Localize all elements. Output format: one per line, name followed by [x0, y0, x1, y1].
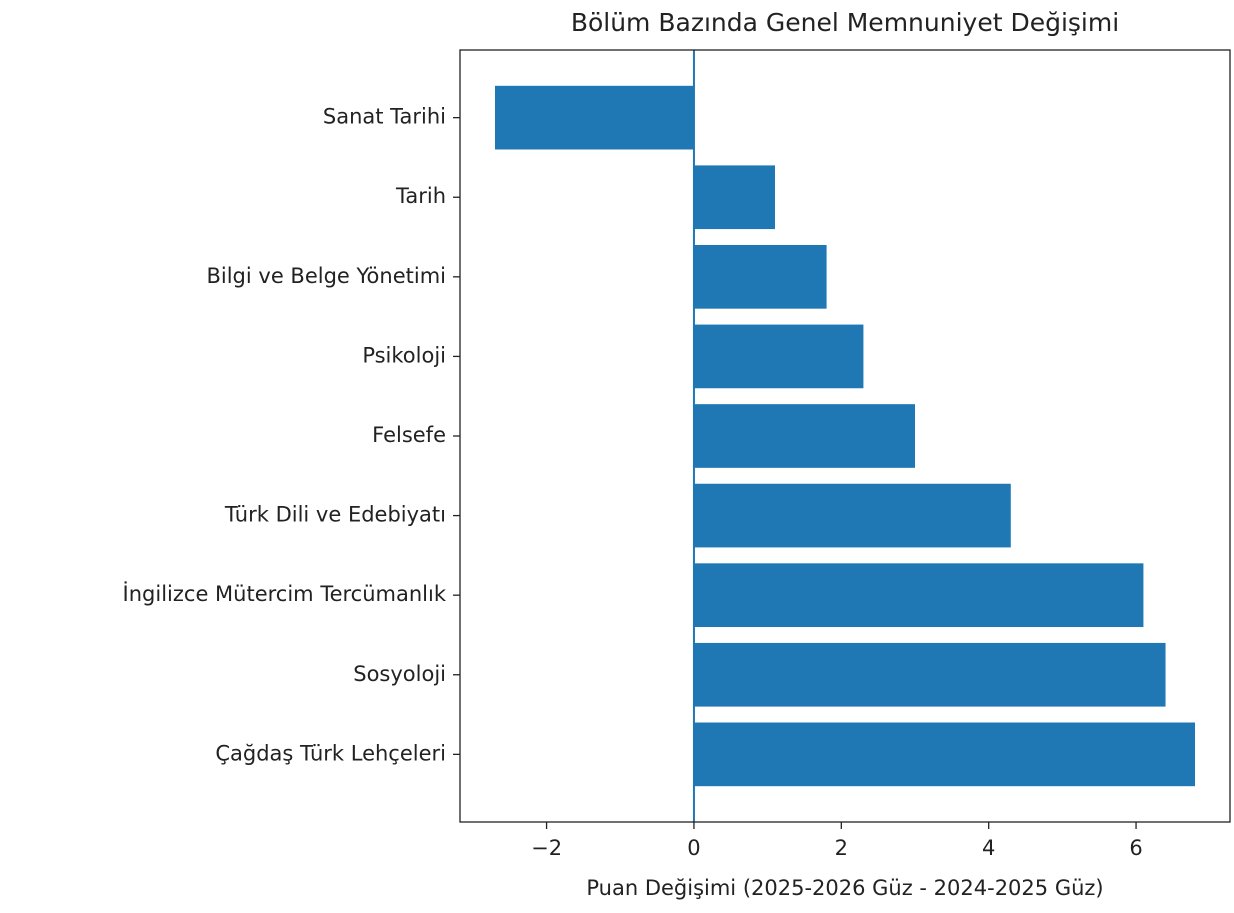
- y-tick-label: Felsefe: [372, 423, 446, 447]
- x-tick-label: −2: [531, 836, 562, 860]
- bar: [693, 642, 1166, 707]
- y-tick-label: Tarih: [395, 184, 446, 208]
- bar: [693, 165, 775, 230]
- x-tick-label: 4: [982, 836, 995, 860]
- bar: [693, 244, 827, 309]
- bar: [693, 324, 864, 389]
- chart-title: Bölüm Bazında Genel Memnuniyet Değişimi: [571, 8, 1119, 37]
- bar: [693, 404, 915, 468]
- bar: [693, 483, 1011, 548]
- y-tick-label: Sosyoloji: [353, 662, 446, 686]
- bar: [693, 563, 1144, 628]
- plot-frame: [459, 49, 1231, 823]
- x-tick-label: 0: [687, 836, 700, 860]
- x-tick-label: 2: [835, 836, 848, 860]
- y-tick-label: İngilizce Mütercim Tercümanlık: [123, 581, 447, 606]
- y-tick-label: Çağdaş Türk Lehçeleri: [215, 741, 446, 765]
- y-tick-label: Türk Dili ve Edebiyatı: [224, 503, 446, 527]
- x-tick-label: 6: [1129, 836, 1142, 860]
- bar: [693, 722, 1195, 787]
- y-tick-label: Sanat Tarihi: [323, 105, 446, 129]
- bar: [495, 85, 694, 150]
- x-axis-label: Puan Değişimi (2025-2026 Güz - 2024-2025…: [586, 876, 1103, 900]
- y-tick-label: Psikoloji: [362, 343, 446, 367]
- y-tick-label: Bilgi ve Belge Yönetimi: [206, 264, 446, 288]
